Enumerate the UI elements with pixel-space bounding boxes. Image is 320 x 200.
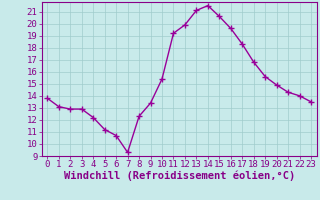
X-axis label: Windchill (Refroidissement éolien,°C): Windchill (Refroidissement éolien,°C) <box>64 171 295 181</box>
